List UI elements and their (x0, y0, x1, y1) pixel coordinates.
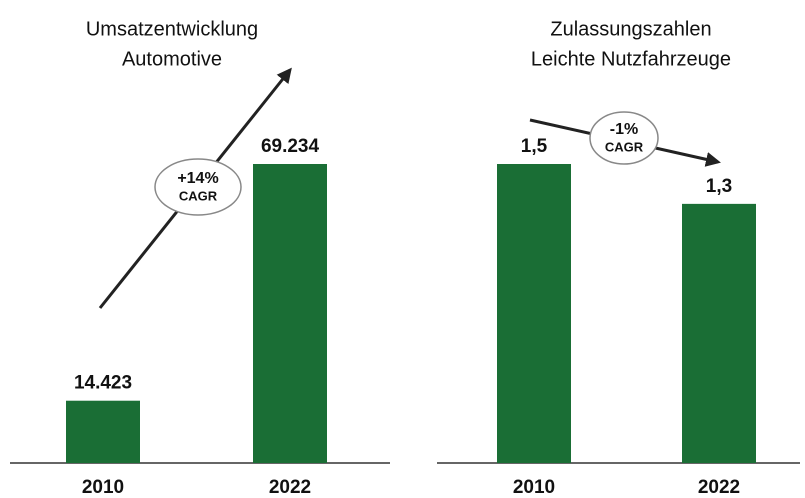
chart-title: Umsatzentwicklung (86, 18, 258, 40)
chart-title: Automotive (122, 48, 222, 70)
cagr-label: CAGR (179, 188, 218, 203)
cagr-bubble (589, 111, 659, 165)
x-tick-label: 2010 (513, 477, 555, 498)
cagr-value: -1% (610, 121, 638, 138)
x-tick-label: 2022 (269, 477, 311, 498)
chart-title: Leichte Nutzfahrzeuge (531, 48, 731, 70)
cagr-label: CAGR (605, 139, 644, 154)
bar (497, 164, 571, 463)
cagr-value: +14% (177, 170, 218, 187)
value-label: 1,5 (521, 136, 548, 157)
value-label: 69.234 (261, 136, 320, 157)
x-tick-label: 2022 (698, 477, 740, 498)
x-tick-label: 2010 (82, 477, 124, 498)
bar (682, 203, 756, 463)
value-label: 1,3 (706, 176, 732, 197)
cagr-bubble (154, 158, 242, 216)
bar (66, 400, 140, 463)
value-label: 14.423 (74, 373, 132, 394)
bar (253, 164, 327, 463)
chart-title: Zulassungszahlen (550, 18, 711, 40)
